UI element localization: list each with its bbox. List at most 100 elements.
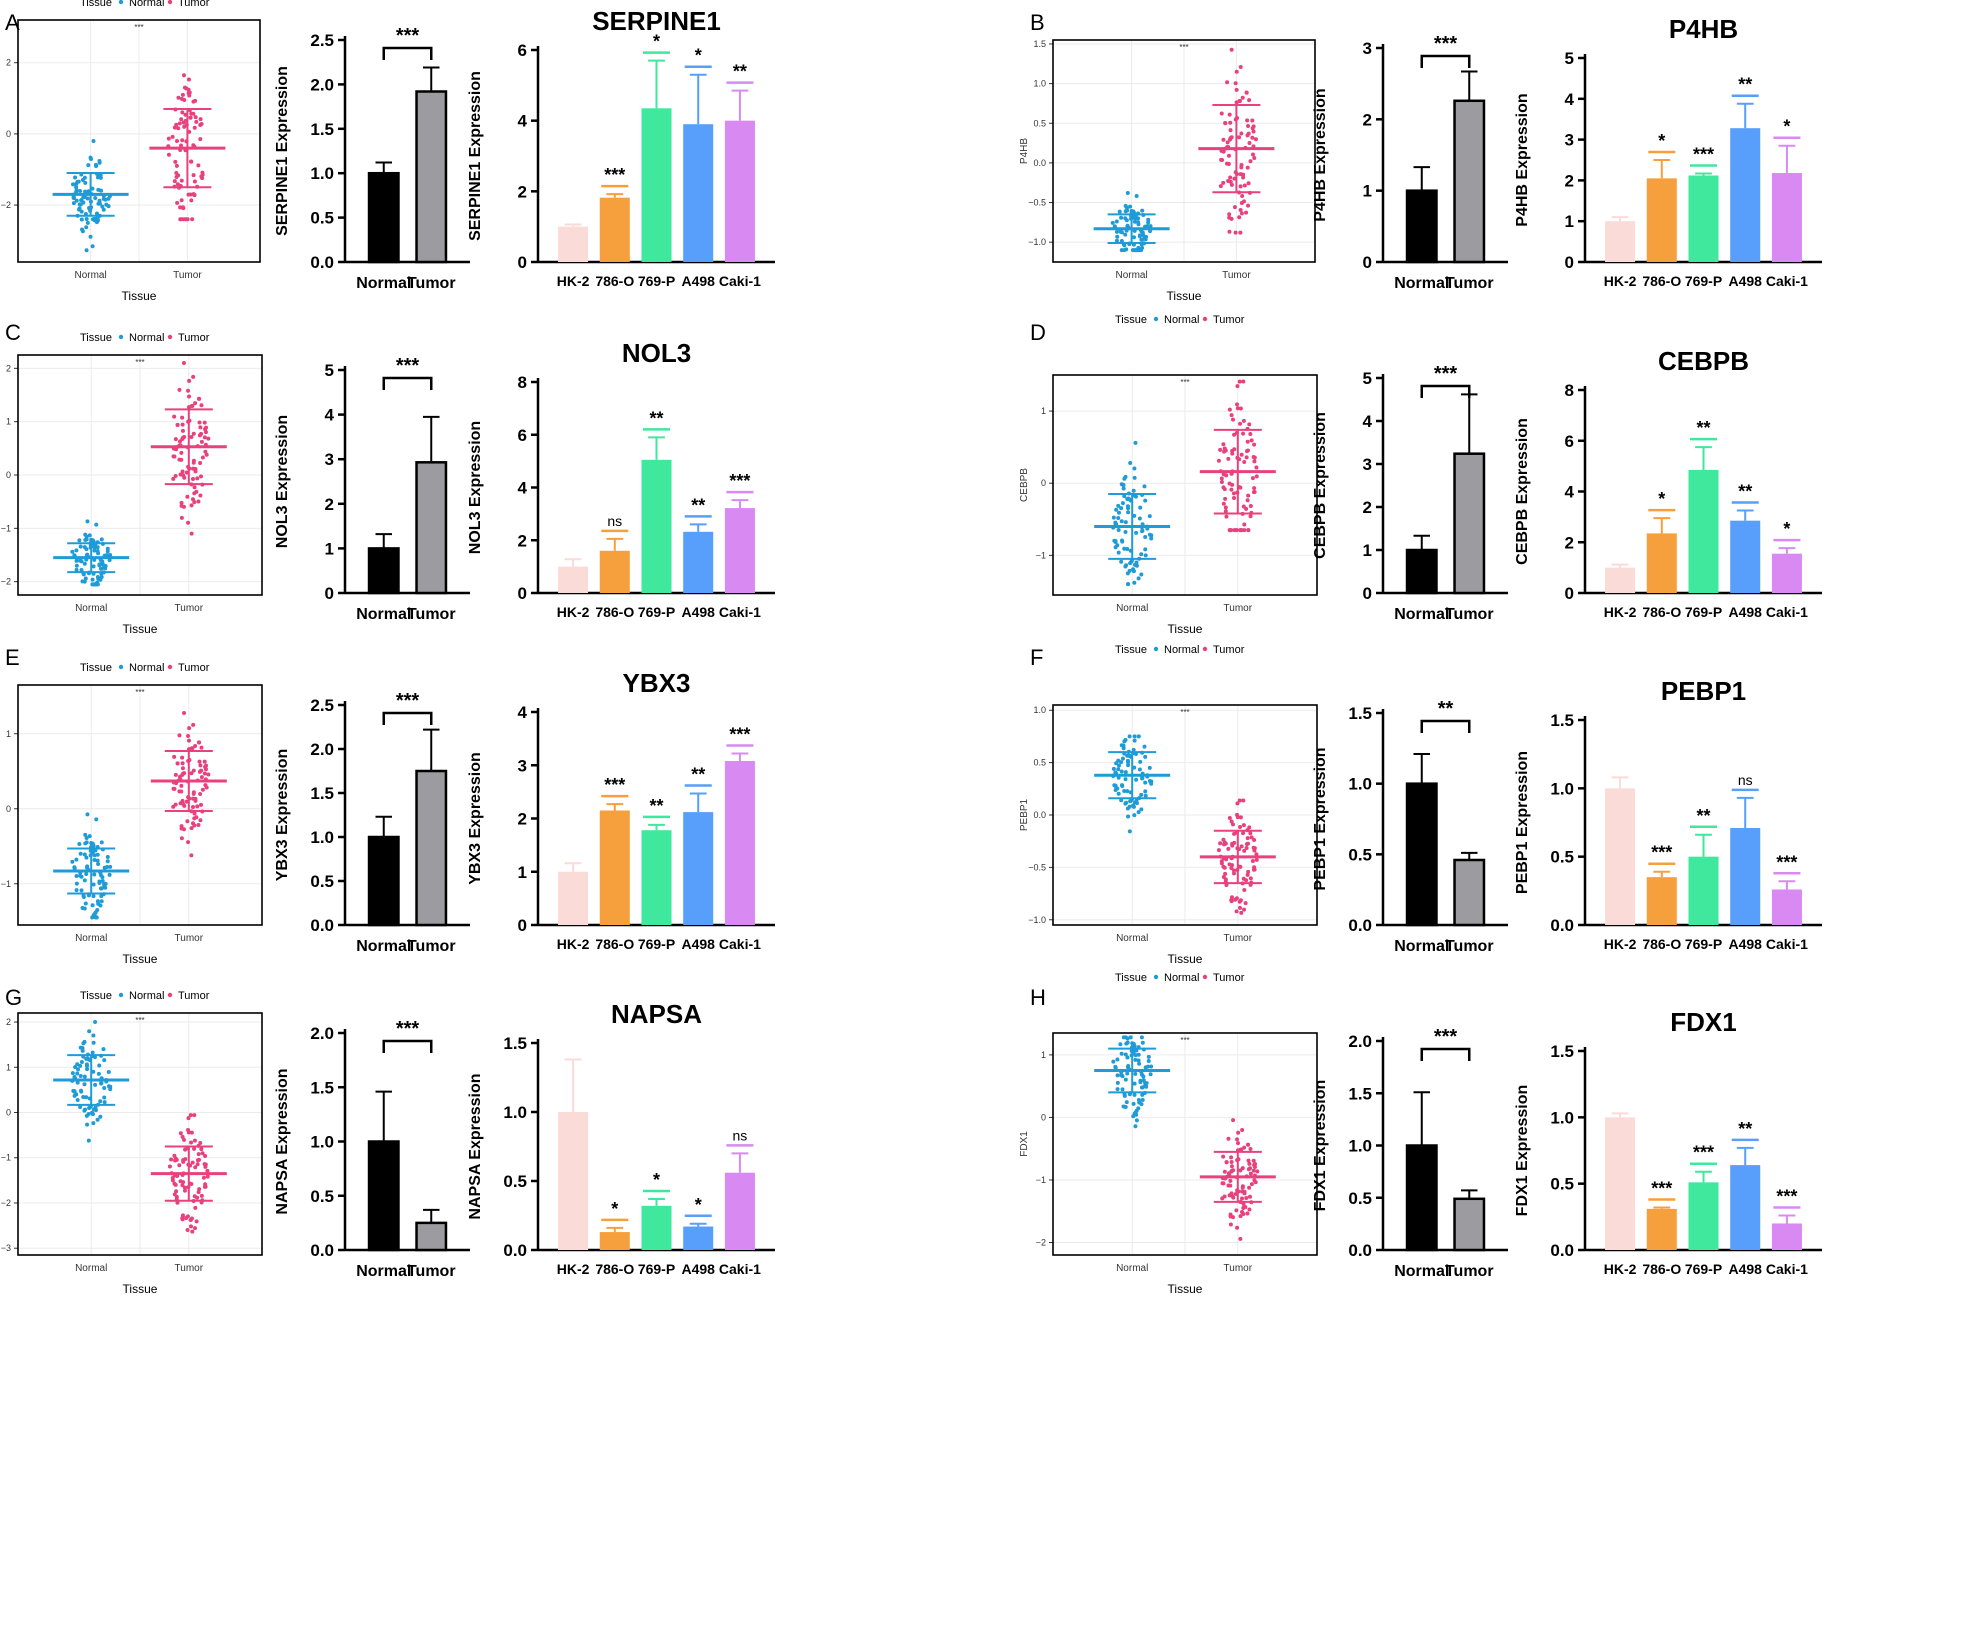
tumor-dot [1235,1137,1240,1142]
normal-dot [74,874,79,879]
significance-label: *** [1651,1179,1672,1199]
y-tick-label: 2 [1363,498,1372,517]
y-tick-label: 1.0 [1348,775,1372,794]
normal-dot [70,1071,75,1076]
normal-dot [83,576,88,581]
y-tick-label: −0.5 [1028,862,1046,872]
normal-dot [1136,1058,1141,1063]
normal-dot [106,1070,111,1075]
tumor-dot [1231,417,1236,422]
tumor-dot [1244,845,1249,850]
tumor-dot [1237,905,1242,910]
y-tick-label: 0.0 [1033,810,1046,820]
normal-dot [99,873,104,878]
bar-hk-2 [1605,788,1636,925]
normal-dot [102,1100,107,1105]
normal-dot [82,852,87,857]
y-tick-label: 2.5 [310,31,334,50]
normal-dot [106,1084,111,1089]
tumor-dot [179,783,184,788]
y-tick-label: 0.5 [310,209,334,228]
y-tick-label: 0 [1565,253,1574,272]
legend: Tissue Normal Tumor [1115,314,1245,326]
y-tick-label: 1.5 [1033,39,1046,49]
panel-letter: E [5,645,20,670]
legend-tumor-dot [1202,974,1208,980]
normal-dot [78,558,83,563]
normal-dot [1137,767,1142,772]
tumor-dot [1252,459,1257,464]
tumor-dot [173,772,178,777]
tumor-dot [191,722,196,727]
normal-dot [1124,1100,1129,1105]
normal-dot [1138,248,1143,253]
y-tick-label: 3 [1363,455,1372,474]
x-tick-label: A498 [681,273,715,289]
normal-dot [1132,580,1137,585]
normal-dot [1146,220,1151,225]
tumor-dot [1226,846,1231,851]
y-tick-label: 1 [1363,182,1372,201]
x-tick-label: 769-P [638,1261,675,1277]
tumor-dot [201,1175,206,1180]
normal-dot [1143,793,1148,798]
normal-dot [83,532,88,537]
normal-dot [94,211,99,216]
tumor-dot [187,378,192,383]
normal-dot [97,159,102,164]
normal-dot [1132,1092,1137,1097]
normal-dot [1128,799,1133,804]
normal-dot [1119,519,1124,524]
chart-title: SERPINE1 [592,6,721,36]
sig-bracket [1420,1047,1471,1061]
normal-dot [1132,1043,1137,1048]
normal-dot [1143,498,1148,503]
y-tick-label: 2 [518,810,527,829]
x-tick-label: Normal [1115,270,1147,281]
normal-dot [1117,763,1122,768]
tumor-dot [197,1187,202,1192]
significance-label: * [611,1199,618,1219]
tumor-dot [1240,1128,1245,1133]
tumor-dot [199,174,204,179]
x-tick-label: HK-2 [1604,1261,1637,1277]
y-tick-label: 1.0 [310,1133,334,1152]
bar-a498 [683,531,714,593]
tumor-dot [1237,215,1242,220]
normal-dot [87,1106,92,1111]
tumor-dot [198,117,203,122]
normal-dot [74,548,79,553]
significance-label: * [653,32,660,52]
y-tick-label: 0.0 [1033,158,1046,168]
tumor-dot [1248,831,1253,836]
tumor-dot [199,1193,204,1198]
normal-dot [82,1108,87,1113]
y-tick-label: 0 [1565,584,1574,603]
tumor-dot [193,1226,198,1231]
tumor-dot [190,217,195,222]
normal-dot [83,538,88,543]
y-tick-label: 8 [518,373,527,392]
legend-normal-dot [1153,974,1159,980]
normal-dot [1143,1081,1148,1086]
normal-dot [1111,766,1116,771]
tumor-dot [1234,896,1239,901]
normal-dot [1123,801,1128,806]
tumor-dot [204,763,209,768]
tumor-dot [1245,836,1250,841]
normal-dot [1126,582,1131,587]
normal-dot [1115,1080,1120,1085]
normal-dot [1115,1073,1120,1078]
tumor-dot [196,1157,201,1162]
y-tick-label: 1.5 [1550,1042,1574,1061]
normal-dot [1123,1077,1128,1082]
tumor-dot [198,802,203,807]
tumor-dot [177,121,182,126]
legend-title: Tissue [80,662,112,674]
tumor-dot [199,439,204,444]
y-tick-label: 1 [6,1062,11,1072]
bar-786-o [599,810,630,925]
normal-dot [95,852,100,857]
x-tick-label: Tumor [175,1263,204,1274]
